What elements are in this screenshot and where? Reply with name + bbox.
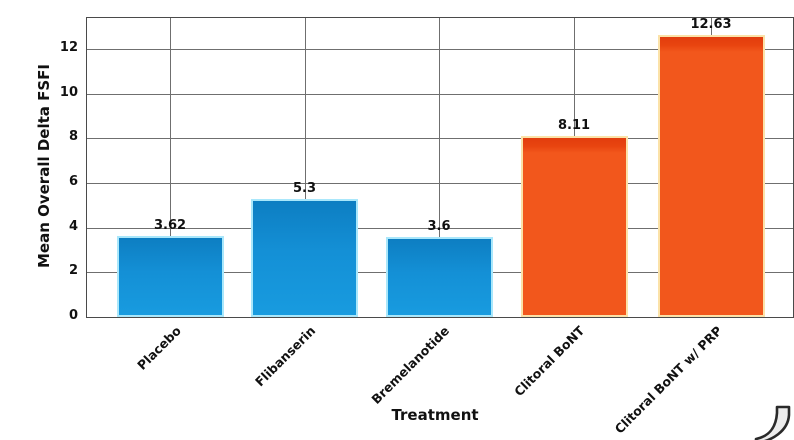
gridline-y-6	[87, 183, 793, 185]
bar-clitoral-bont	[520, 136, 628, 317]
gridline-y-8	[87, 138, 793, 140]
bar-value-bremelanotide: 3.6	[427, 218, 451, 234]
y-tick-label-0: 0	[68, 308, 78, 323]
x-tick-label-placebo: Placebo	[133, 323, 184, 373]
bar-flibanserin	[251, 198, 358, 317]
x-tick-label-clitoral-bont-w-prp: Clitoral BoNT w/ PRP	[611, 323, 725, 437]
bar-placebo	[116, 236, 224, 317]
x-tick-label-bremelanotide: Bremelanotide	[368, 323, 453, 407]
x-tick-label-clitoral-bont: Clitoral BoNT	[511, 323, 588, 400]
gridline-x-flibanserin	[304, 18, 306, 317]
bar-value-clitoral-bont-w-prp: 12.63	[690, 17, 732, 33]
bar-value-placebo: 3.62	[153, 218, 187, 234]
y-tick-label-12: 12	[59, 40, 78, 56]
gridline-y-10	[87, 93, 793, 95]
y-tick-label-10: 10	[59, 84, 78, 100]
y-tick-label-4: 4	[68, 218, 78, 234]
x-tick-label-flibanserin: Flibanserin	[251, 323, 319, 390]
bar-value-flibanserin: 5.3	[292, 180, 317, 196]
y-tick-label-2: 2	[68, 263, 78, 279]
plot-area: 3.62 5.3 3.6 8.11 12.63	[86, 17, 794, 318]
gridline-x-bremelanotide	[439, 18, 440, 317]
gridline-y-12	[87, 49, 793, 51]
bar-bremelanotide	[385, 236, 493, 317]
gridline-y-4	[87, 227, 793, 229]
y-tick-label-8: 8	[68, 129, 78, 145]
x-axis-label: Treatment	[391, 406, 479, 424]
page-curl-icon	[754, 405, 791, 440]
bar-clitoral-bont-w-prp	[657, 35, 765, 317]
gridline-x-placebo	[170, 18, 171, 317]
y-tick-label-6: 6	[68, 174, 78, 190]
bar-value-clitoral-bont: 8.11	[557, 118, 591, 134]
